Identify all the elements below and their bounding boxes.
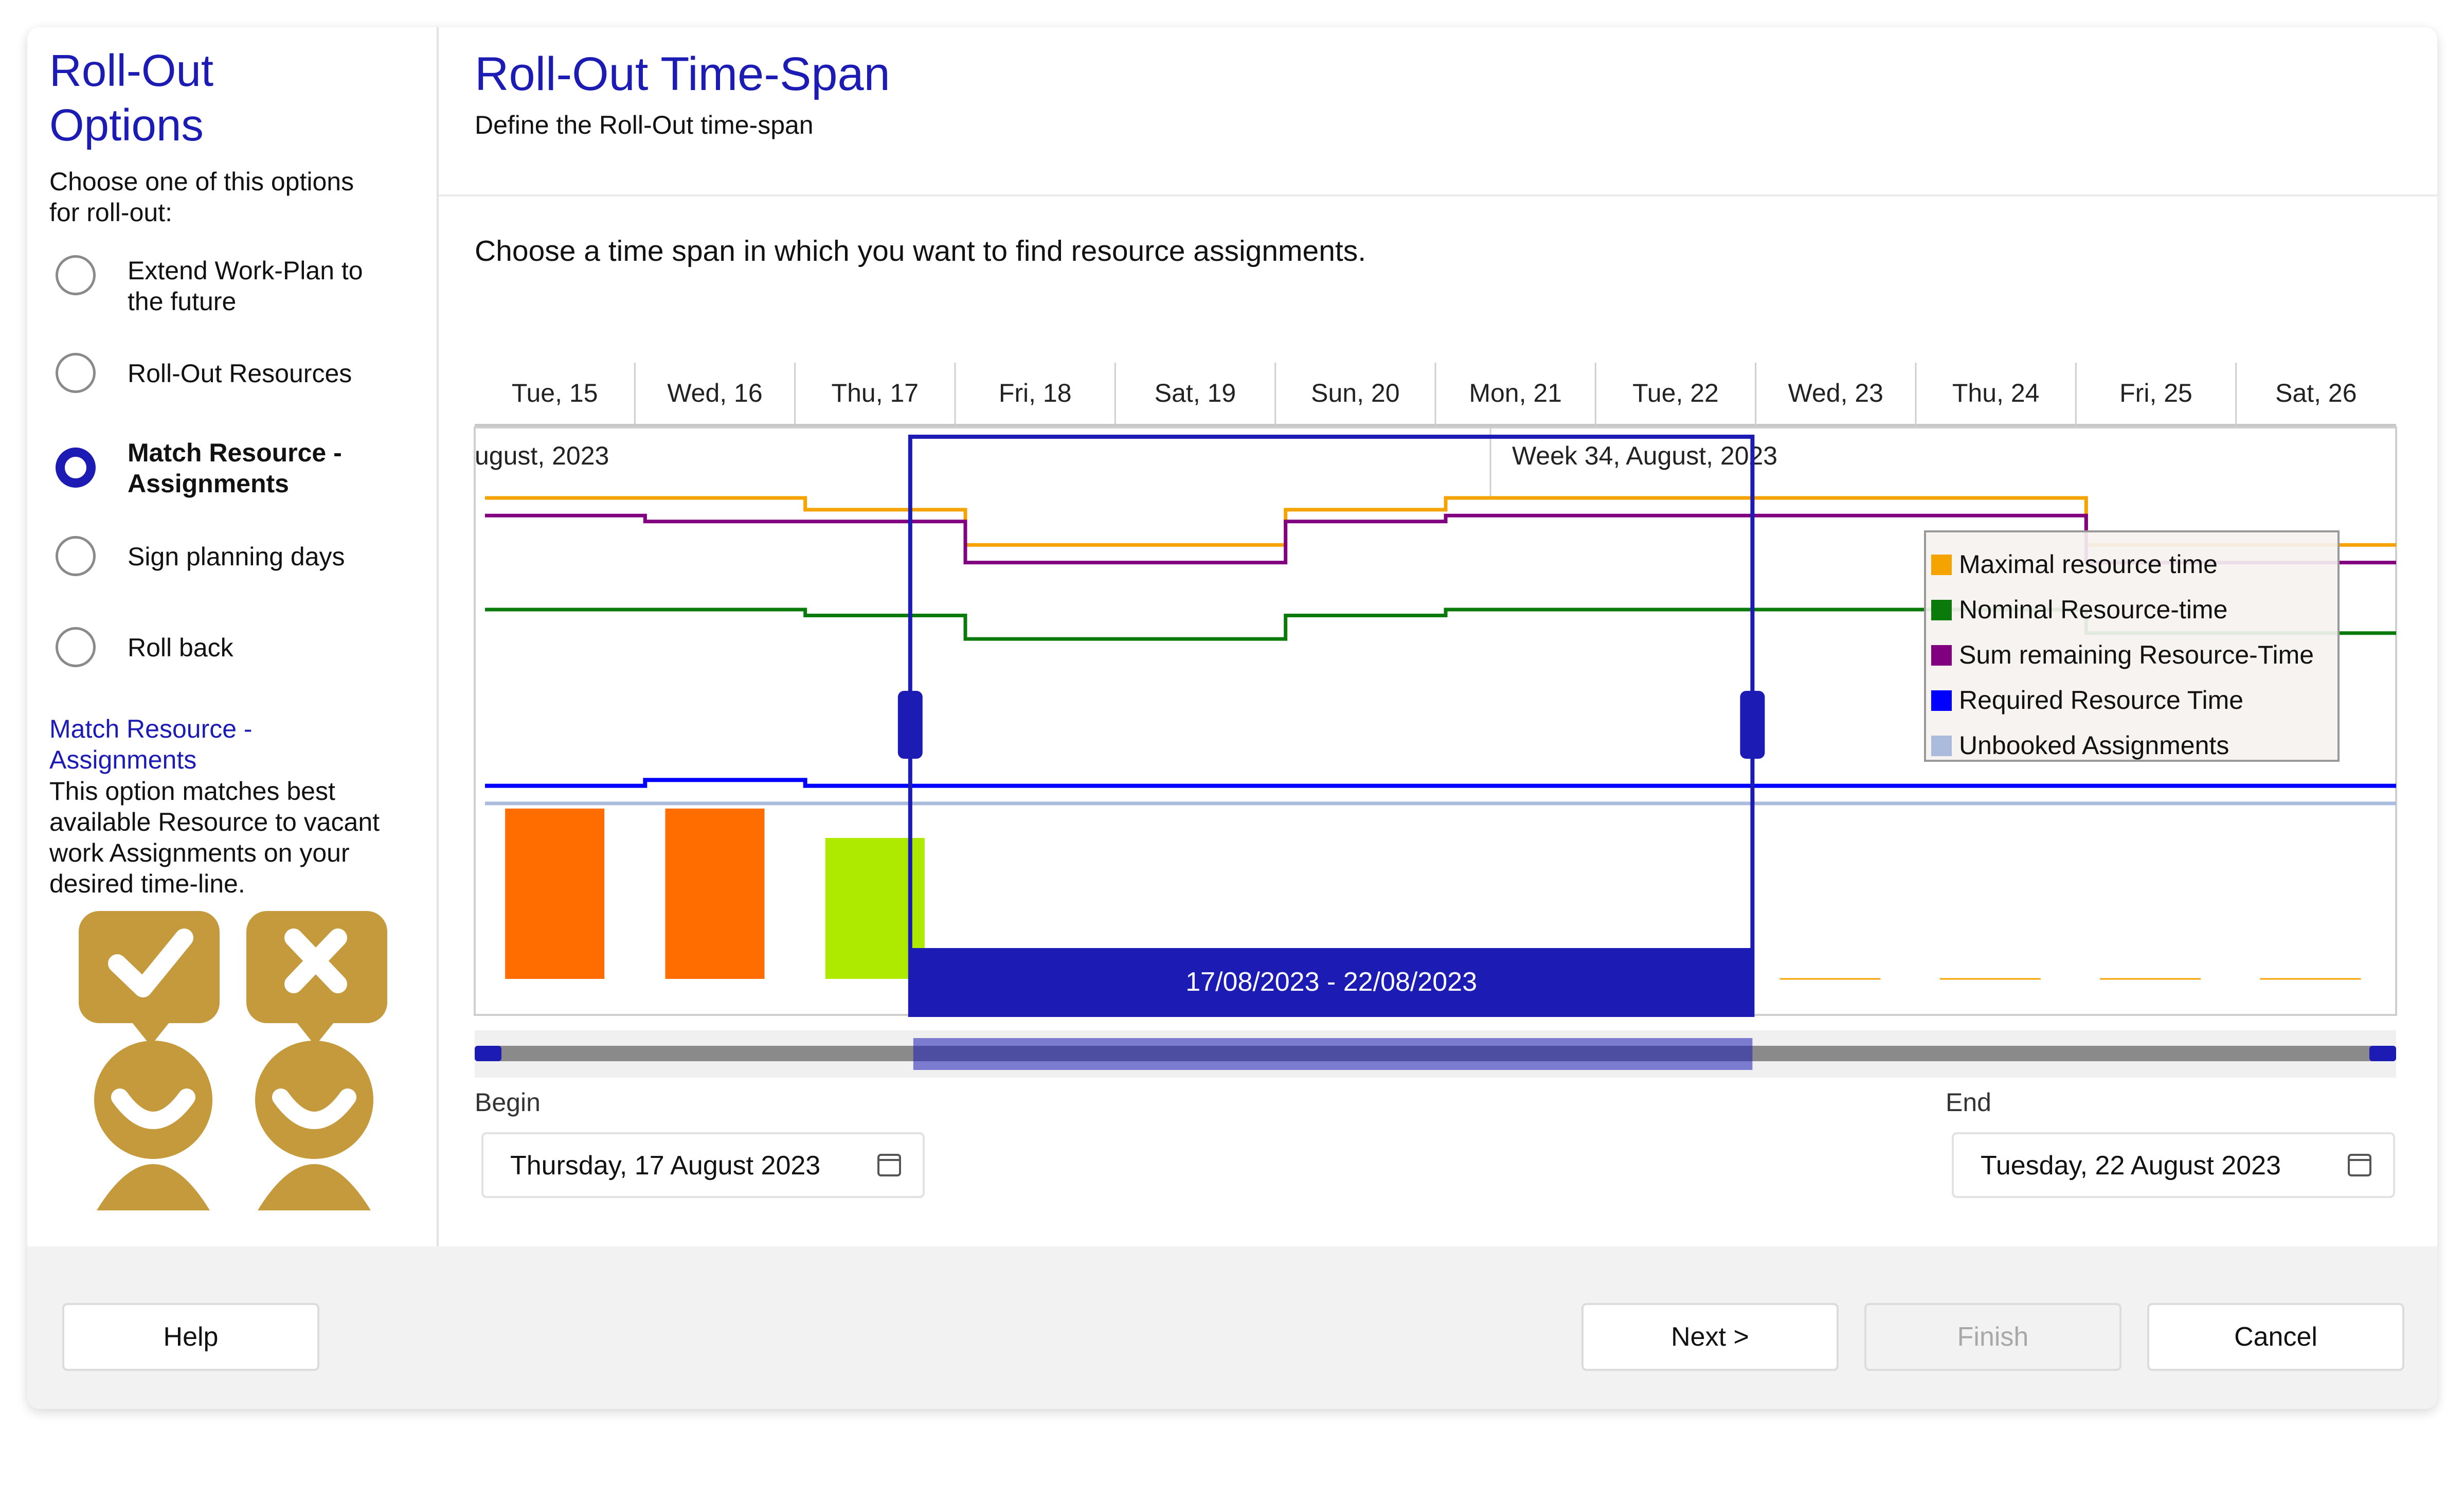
option-label-line2: Assignments [128,469,289,498]
day-label: Mon, 21 [1469,379,1562,407]
selection-start-handle[interactable] [897,691,923,759]
option-extend-work-plan[interactable]: Extend Work-Plan to the future [56,255,426,317]
options-panel: Roll-Out Options Choose one of this opti… [27,27,439,1246]
legend-label: Maximal resource time [1959,550,2218,579]
option-label: Extend Work-Plan to the future [128,255,416,317]
legend-swatch [1931,645,1952,666]
description-line: This option matches best [49,777,335,806]
time-span-panel: Roll-Out Time-Span Define the Roll-Out t… [439,27,2437,1246]
end-label: End [1946,1088,1991,1117]
description-title: Match Resource - Assignments [49,713,420,775]
option-match-resource-assignments[interactable]: Match Resource - Assignments [56,437,426,499]
description-line: desired time-line. [49,869,245,898]
day-label: Thu, 24 [1952,379,2040,407]
day-label: Fri, 18 [999,379,1072,407]
options-subtitle: Choose one of this options for roll-out: [49,166,420,228]
day-label: Thu, 17 [832,379,919,407]
selection-window[interactable] [908,435,1755,1017]
options-subtitle-line2: for roll-out: [49,198,172,227]
option-label: Roll back [128,633,233,662]
description-title-line2: Assignments [49,745,197,774]
description-line: work Assignments on your [49,838,350,867]
day-label: Sun, 20 [1311,379,1399,407]
page-subtitle: Define the Roll-Out time-span [475,111,814,139]
selection-end-handle[interactable] [1740,691,1765,759]
day-label: Tue, 15 [512,379,598,407]
options-subtitle-line1: Choose one of this options [49,167,354,196]
radio-sign-planning-days[interactable] [56,536,96,576]
radio-roll-out-resources[interactable] [56,353,96,393]
timeline-scrollbar[interactable] [475,1030,2396,1078]
legend-swatch [1931,690,1952,711]
next-button[interactable]: Next > [1581,1303,1839,1371]
end-date-input[interactable]: Tuesday, 22 August 2023 [1952,1132,2395,1198]
roll-out-dialog: Roll-Out Options Choose one of this opti… [27,27,2437,1409]
begin-date-value: Thursday, 17 August 2023 [510,1151,821,1181]
page-title: Roll-Out Time-Span [475,48,890,100]
divider [439,194,2437,197]
description-text: This option matches best available Resou… [49,776,425,899]
legend-label: Required Resource Time [1959,686,2243,715]
scrollbar-selection-thumb[interactable] [913,1038,1753,1070]
cancel-button[interactable]: Cancel [2147,1303,2404,1371]
selection-range-label: 17/08/2023 - 22/08/2023 [1185,967,1477,997]
description-title-line1: Match Resource - [49,715,253,743]
radio-match-resource-assignments[interactable] [56,448,96,488]
option-sign-planning-days[interactable]: Sign planning days [56,536,426,603]
option-label-line1: Extend Work-Plan to [128,256,363,285]
radio-roll-back[interactable] [56,627,96,667]
day-label: Wed, 16 [667,379,762,407]
cross-bubble-icon [246,911,387,1046]
calendar-icon[interactable] [2347,1152,2372,1177]
options-title-line1: Roll-Out [49,46,214,96]
series-line [485,496,2396,547]
begin-label: Begin [475,1088,541,1117]
legend-label: Sum remaining Resource-Time [1959,640,2314,669]
end-date-value: Tuesday, 22 August 2023 [1981,1151,2281,1181]
scrollbar-start-cap[interactable] [475,1046,501,1061]
options-title: Roll-Out Options [49,44,409,153]
option-roll-back[interactable]: Roll back [56,627,426,694]
assignment-bar[interactable] [825,837,925,979]
legend-label: Unbooked Assignments [1959,731,2229,760]
person-icon [255,1041,373,1210]
description-line: available Resource to vacant [49,808,380,836]
options-title-line2: Options [49,100,204,150]
series-line [485,513,2396,565]
day-label: Fri, 25 [2119,379,2192,407]
radio-extend-work-plan[interactable] [56,255,96,295]
selection-range-bar [910,948,1753,1015]
assignment-bar[interactable] [505,808,605,979]
week-label: Week 34, August, 2023 [1512,441,1777,470]
timeline-chart[interactable]: Tue, 15 Wed, 16 Thu, 17 Fri, 18 Sat, 19 Sun, … [439,27,2437,1246]
option-label-line2: the future [128,287,237,316]
scrollbar-end-cap[interactable] [2369,1046,2396,1061]
check-bubble-icon [79,911,220,1046]
legend-label: Nominal Resource-time [1959,595,2227,624]
legend-swatch [1931,736,1952,756]
day-label: Wed, 23 [1788,379,1883,407]
person-icon [94,1041,212,1210]
option-label: Roll-Out Resources [128,359,352,388]
option-label: Sign planning days [128,542,345,571]
instruction-text: Choose a time span in which you want to … [475,235,1366,267]
begin-date-input[interactable]: Thursday, 17 August 2023 [481,1132,925,1198]
assignment-bar[interactable] [665,808,765,979]
day-label: Sat, 26 [2275,379,2357,407]
calendar-icon[interactable] [876,1152,902,1177]
illustration [79,911,387,1210]
option-roll-out-resources[interactable]: Roll-Out Resources [56,353,426,420]
chart-legend [1924,530,2340,762]
option-label: Match Resource - Assignments [128,437,416,499]
legend-swatch [1931,600,1952,620]
finish-button[interactable]: Finish [1864,1303,2121,1371]
series-line [485,778,2396,788]
legend-swatch [1931,555,1952,575]
day-label: Tue, 22 [1632,379,1719,407]
week-label: ugust, 2023 [475,441,609,470]
option-label-line1: Match Resource - [128,438,342,467]
day-label: Sat, 19 [1155,379,1236,407]
help-button[interactable]: Help [62,1303,319,1371]
